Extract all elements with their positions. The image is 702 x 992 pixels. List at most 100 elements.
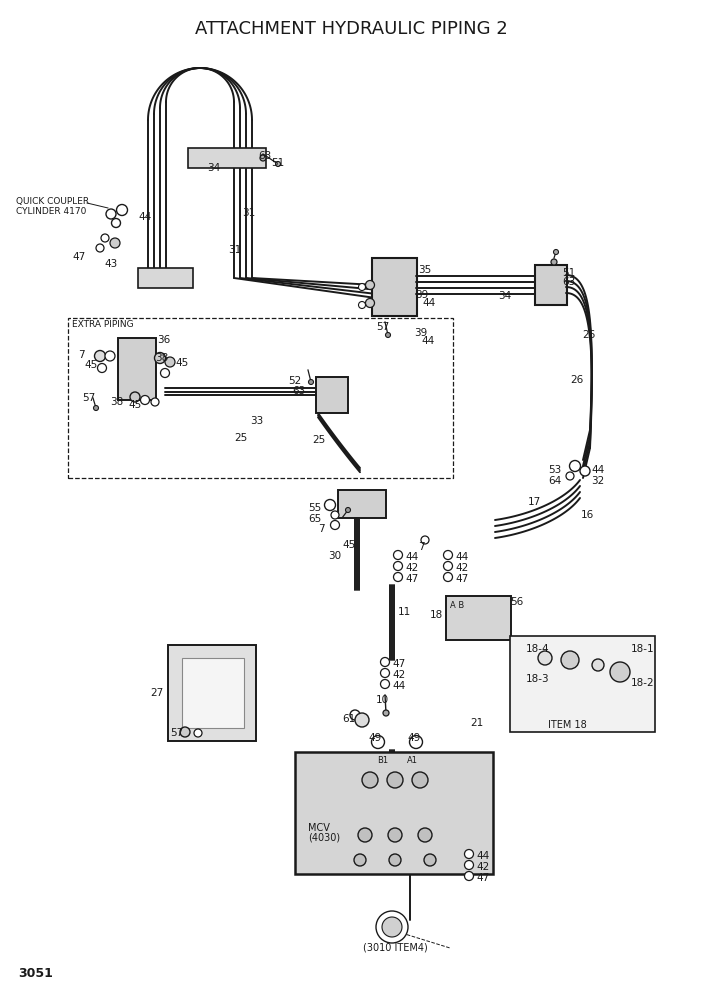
Circle shape: [331, 511, 339, 519]
Text: CYLINDER 4170: CYLINDER 4170: [16, 207, 86, 216]
Circle shape: [359, 302, 366, 309]
Text: 42: 42: [392, 670, 405, 680]
Text: 43: 43: [104, 259, 117, 269]
Text: 21: 21: [470, 718, 483, 728]
Circle shape: [350, 710, 360, 720]
Circle shape: [117, 204, 128, 215]
Circle shape: [465, 860, 474, 870]
Text: 57: 57: [170, 728, 183, 738]
Circle shape: [345, 508, 350, 513]
Bar: [372, 258, 417, 316]
Circle shape: [412, 772, 428, 788]
Text: 45: 45: [342, 540, 355, 550]
Circle shape: [98, 363, 107, 373]
Bar: [316, 377, 348, 413]
Text: 26: 26: [570, 375, 583, 385]
Text: 31: 31: [242, 208, 256, 218]
Circle shape: [154, 352, 166, 363]
Bar: [338, 490, 386, 518]
Circle shape: [569, 460, 581, 471]
Circle shape: [362, 772, 378, 788]
Circle shape: [424, 854, 436, 866]
Circle shape: [382, 917, 402, 937]
Text: 33: 33: [250, 416, 263, 426]
Text: 56: 56: [510, 597, 523, 607]
Circle shape: [418, 828, 432, 842]
Circle shape: [358, 828, 372, 842]
Text: ATTACHMENT HYDRAULIC PIPING 2: ATTACHMENT HYDRAULIC PIPING 2: [194, 20, 508, 38]
Bar: [168, 645, 256, 741]
Circle shape: [366, 299, 374, 308]
Text: 47: 47: [476, 873, 489, 883]
Bar: [68, 318, 453, 478]
Circle shape: [331, 521, 340, 530]
Circle shape: [366, 281, 374, 290]
Circle shape: [444, 551, 453, 559]
Text: 18: 18: [430, 610, 443, 620]
Text: ITEM 18: ITEM 18: [548, 720, 587, 730]
Circle shape: [380, 680, 390, 688]
Text: 34: 34: [207, 163, 220, 173]
Text: A1: A1: [407, 756, 418, 765]
Text: 53: 53: [548, 465, 562, 475]
Circle shape: [359, 284, 366, 291]
Text: 25: 25: [312, 435, 325, 445]
Circle shape: [371, 735, 385, 749]
Text: 36: 36: [157, 335, 171, 345]
Text: 42: 42: [455, 563, 468, 573]
Text: 52: 52: [288, 376, 301, 386]
Circle shape: [394, 572, 402, 581]
Text: (4030): (4030): [308, 833, 340, 843]
Text: 44: 44: [405, 552, 418, 562]
Circle shape: [93, 406, 98, 411]
Circle shape: [580, 466, 590, 476]
Circle shape: [380, 658, 390, 667]
Circle shape: [553, 250, 559, 255]
Text: QUICK COUPLER: QUICK COUPLER: [16, 197, 89, 206]
Circle shape: [385, 332, 390, 337]
Text: 49: 49: [368, 733, 381, 743]
Text: 38: 38: [110, 397, 124, 407]
Text: 44: 44: [591, 465, 604, 475]
Circle shape: [409, 735, 423, 749]
Bar: [535, 265, 567, 305]
Text: 35: 35: [418, 265, 431, 275]
Circle shape: [538, 651, 552, 665]
Circle shape: [394, 561, 402, 570]
Text: 18-3: 18-3: [526, 674, 550, 684]
Circle shape: [388, 828, 402, 842]
Text: 10: 10: [376, 695, 389, 705]
Text: 44: 44: [476, 851, 489, 861]
Circle shape: [355, 713, 369, 727]
Text: 65: 65: [308, 514, 322, 524]
Circle shape: [444, 561, 453, 570]
Circle shape: [380, 669, 390, 678]
Text: 45: 45: [84, 360, 98, 370]
Text: 11: 11: [398, 607, 411, 617]
Circle shape: [387, 772, 403, 788]
Text: 34: 34: [498, 291, 511, 301]
Text: 44: 44: [455, 552, 468, 562]
Circle shape: [383, 710, 389, 716]
Text: A B: A B: [450, 601, 464, 610]
Circle shape: [105, 351, 115, 361]
Circle shape: [465, 849, 474, 858]
Circle shape: [180, 727, 190, 737]
Text: 7: 7: [78, 350, 85, 360]
Circle shape: [561, 651, 579, 669]
Circle shape: [566, 472, 574, 480]
Text: 3051: 3051: [18, 967, 53, 980]
Text: (3010 ITEM4): (3010 ITEM4): [363, 942, 428, 952]
Circle shape: [610, 662, 630, 682]
Text: 7: 7: [318, 524, 324, 534]
Circle shape: [101, 234, 109, 242]
Text: 39: 39: [414, 328, 428, 338]
Text: 64: 64: [548, 476, 562, 486]
Text: 31: 31: [228, 245, 241, 255]
Text: 42: 42: [476, 862, 489, 872]
Text: 45: 45: [175, 358, 188, 368]
Text: 47: 47: [392, 659, 405, 669]
Circle shape: [140, 396, 150, 405]
Bar: [188, 148, 266, 168]
Text: 47: 47: [72, 252, 85, 262]
